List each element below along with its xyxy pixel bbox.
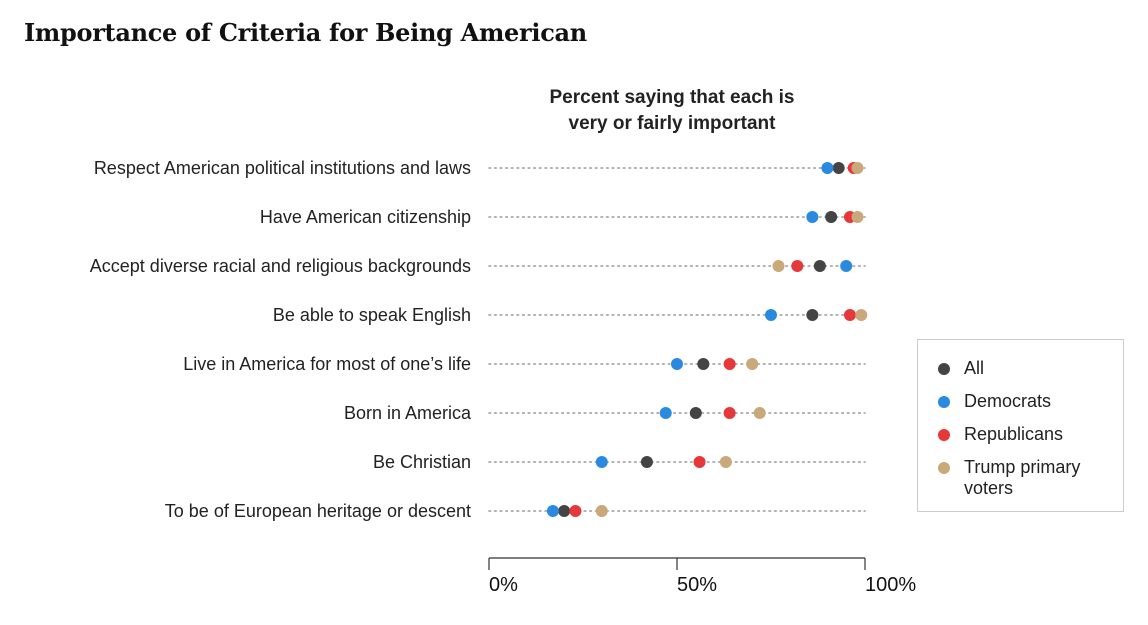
- data-point-all: [558, 505, 571, 517]
- legend-label-democrats: Democrats: [964, 391, 1052, 411]
- category-label-live-in-america-for-most-of-one-s-life: Live in America for most of one’s life: [183, 354, 471, 374]
- data-point-all: [806, 309, 819, 321]
- data-point-trump-primary-voters: [772, 260, 785, 272]
- data-point-trump-primary-voters: [855, 309, 868, 321]
- category-label-have-american-citizenship: Have American citizenship: [260, 207, 471, 227]
- x-tick-label: 100%: [865, 574, 916, 596]
- data-point-all: [640, 456, 653, 468]
- category-label-be-able-to-speak-english: Be able to speak English: [273, 305, 471, 325]
- category-label-to-be-of-european-heritage-or-descent: To be of European heritage or descent: [165, 501, 471, 521]
- data-point-trump-primary-voters: [851, 162, 864, 174]
- data-point-republicans: [693, 456, 706, 468]
- data-point-democrats: [546, 505, 559, 517]
- data-point-democrats: [806, 211, 819, 223]
- legend-item-democrats: Democrats: [938, 391, 1114, 412]
- data-point-democrats: [595, 456, 608, 468]
- data-point-republicans: [843, 309, 856, 321]
- data-point-trump-primary-voters: [753, 407, 766, 419]
- legend-item-all: All: [938, 358, 1114, 379]
- data-point-all: [813, 260, 826, 272]
- data-point-republicans: [723, 358, 736, 370]
- chart-title: Importance of Criteria for Being America…: [24, 18, 587, 47]
- data-point-democrats: [671, 358, 683, 370]
- data-point-all: [825, 211, 838, 223]
- data-point-trump-primary-voters: [595, 505, 608, 517]
- chart-subtitle: Percent saying that each is very or fair…: [490, 85, 854, 137]
- legend-dot-all: [938, 363, 950, 375]
- data-point-trump-primary-voters: [746, 358, 759, 370]
- x-tick-label: 50%: [677, 574, 717, 596]
- data-point-all: [697, 358, 710, 370]
- data-point-all: [832, 162, 845, 174]
- data-point-all: [689, 407, 702, 419]
- category-label-be-christian: Be Christian: [373, 452, 471, 472]
- chart-legend: All Democrats Republicans Trump primary …: [917, 339, 1124, 512]
- subtitle-line-2: very or fairly important: [568, 113, 776, 134]
- category-label-respect-american-political-institutions-and-laws: Respect American political institutions …: [94, 158, 471, 178]
- legend-label-trump-primary-voters: Trump primary voters: [964, 457, 1081, 498]
- data-point-trump-primary-voters: [719, 456, 732, 468]
- category-label-born-in-america: Born in America: [344, 403, 472, 423]
- data-point-democrats: [765, 309, 777, 321]
- data-point-democrats: [659, 407, 672, 419]
- data-point-democrats: [840, 260, 853, 272]
- legend-item-trump-primary-voters: Trump primary voters: [938, 457, 1114, 499]
- data-point-republicans: [791, 260, 804, 272]
- data-point-trump-primary-voters: [851, 211, 864, 223]
- data-point-republicans: [723, 407, 736, 419]
- subtitle-line-1: Percent saying that each is: [549, 87, 795, 108]
- x-tick-label: 0%: [489, 574, 518, 596]
- legend-label-republicans: Republicans: [964, 424, 1064, 444]
- data-point-republicans: [569, 505, 582, 517]
- legend-item-republicans: Republicans: [938, 424, 1114, 445]
- category-label-accept-diverse-racial-and-religious-backgrounds: Accept diverse racial and religious back…: [90, 256, 471, 276]
- legend-dot-republicans: [938, 429, 950, 441]
- legend-dot-trump-primary-voters: [938, 462, 950, 474]
- legend-label-all: All: [964, 358, 985, 378]
- data-point-democrats: [821, 162, 834, 174]
- legend-dot-democrats: [938, 396, 950, 408]
